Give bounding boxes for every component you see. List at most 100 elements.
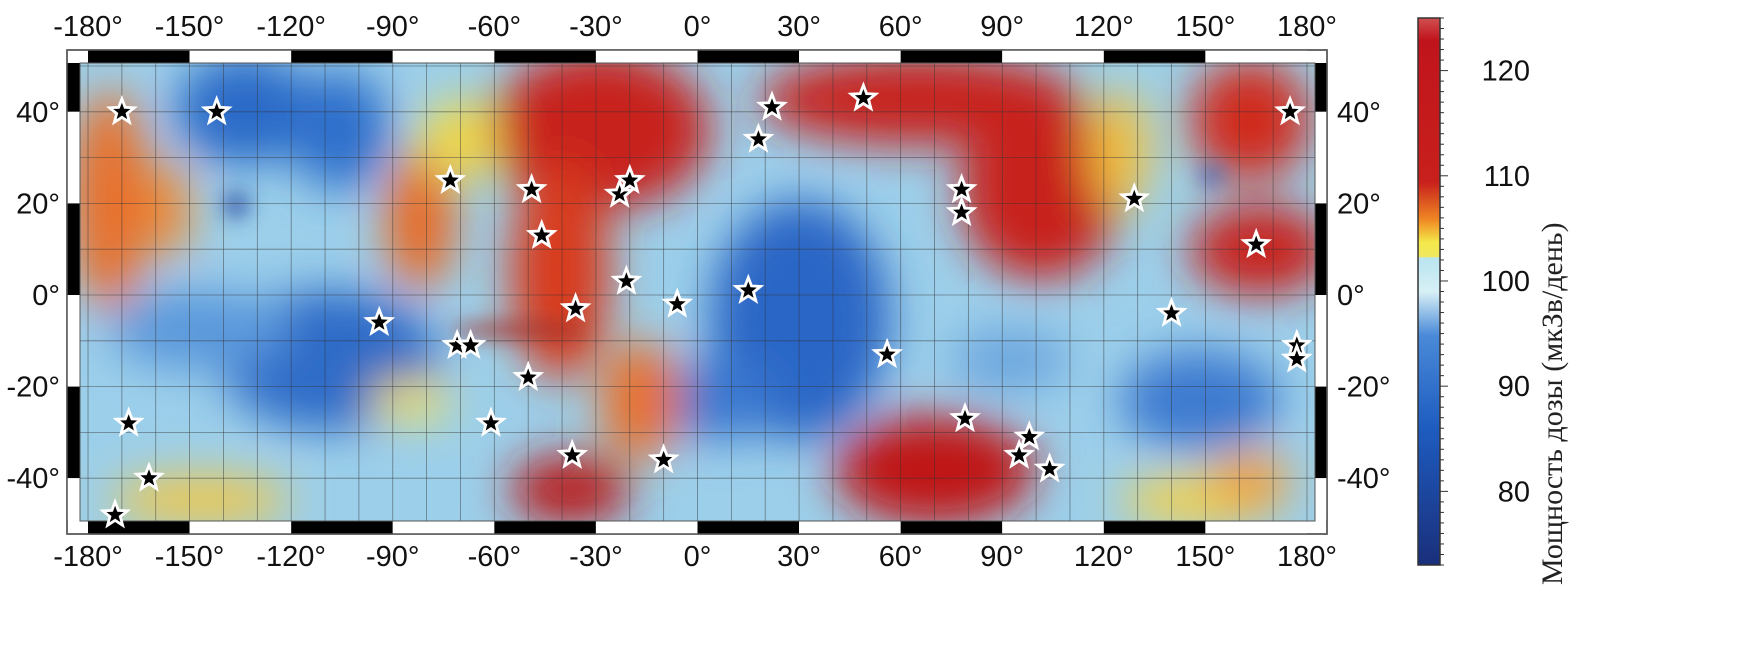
- frame-bar-right: [1315, 63, 1327, 112]
- lon-tick-label-bottom: 120°: [1074, 541, 1134, 573]
- star-icon: [133, 461, 165, 492]
- frame-bar-bottom: [900, 521, 1003, 534]
- lon-tick-label-bottom: -90°: [366, 541, 420, 573]
- frame-bar-top: [494, 50, 596, 63]
- axis-labels: -180° -180° -150° -150° -120° -120° -90° -90° -6…: [6, 11, 1390, 573]
- colorbar-label: Мощность дозы (мкЗв/день): [1536, 222, 1569, 585]
- frame-bar-top: [189, 50, 292, 63]
- lon-tick-label-bottom: 30°: [777, 541, 821, 573]
- frame-bar-bottom: [189, 521, 292, 534]
- star-icon: [742, 122, 775, 153]
- lon-tick-label-top: -60°: [468, 11, 522, 43]
- star-icon: [112, 406, 145, 437]
- lon-tick-label-bottom: 0°: [684, 541, 712, 573]
- frame-bar-bottom: [799, 521, 901, 534]
- dose-rate-surface: [80, 63, 1315, 521]
- lon-tick-label-bottom: -150°: [155, 541, 225, 573]
- lon-tick-label-top: 180°: [1277, 11, 1337, 43]
- star-icon: [1013, 420, 1046, 451]
- lon-tick-label-bottom: 90°: [980, 541, 1024, 573]
- frame-bar-left: [67, 203, 80, 295]
- colorbar-tick-label: 100: [1482, 266, 1530, 298]
- frame-bar-bottom: [88, 521, 190, 534]
- colorbar: [1417, 17, 1441, 566]
- star-icon: [1155, 296, 1188, 327]
- lon-tick-label-top: -90°: [366, 11, 420, 43]
- frame-bar-left: [67, 111, 80, 204]
- lat-tick-label-right: 0°: [1337, 280, 1365, 312]
- lat-tick-label-right: 40°: [1337, 97, 1381, 129]
- frame-bar-top: [1205, 50, 1307, 63]
- frame-bar-top: [291, 50, 393, 63]
- star-icon: [1118, 181, 1151, 213]
- lat-tick-label-right: 20°: [1337, 188, 1381, 220]
- frame-bar-top: [595, 50, 698, 63]
- frame-bar-bottom: [494, 521, 596, 534]
- star-icon: [454, 328, 487, 359]
- star-icon: [515, 172, 548, 204]
- lon-tick-label-bottom: -120°: [256, 541, 326, 573]
- star-icon: [512, 360, 545, 392]
- star-icon: [603, 177, 636, 208]
- colorbar-tick-label: 110: [1484, 161, 1530, 193]
- frame-bar-top: [88, 50, 190, 63]
- lon-tick-label-top: 30°: [777, 11, 821, 43]
- colorbar-tick-label: 120: [1482, 56, 1530, 88]
- frame-bar-left: [67, 478, 80, 520]
- frame-bar-top: [799, 50, 901, 63]
- star-icon: [647, 443, 680, 474]
- frame-bar-top: [392, 50, 495, 63]
- star-icon: [945, 195, 978, 227]
- colorbar-tick-label: 80: [1498, 476, 1530, 508]
- frame-bar-right: [1315, 203, 1327, 295]
- lon-tick-label-top: 0°: [684, 11, 712, 43]
- star-icon: [556, 438, 589, 469]
- star-icon: [363, 305, 396, 337]
- lon-tick-label-top: 150°: [1175, 11, 1235, 43]
- star-icon: [661, 287, 694, 318]
- lon-tick-label-bottom: -30°: [569, 541, 623, 573]
- lon-tick-label-top: -150°: [155, 11, 225, 43]
- lat-tick-label-left: 40°: [16, 97, 60, 129]
- frame-bar-right: [1315, 295, 1327, 387]
- frame-bar-bottom: [1103, 521, 1206, 534]
- lon-tick-label-top: 60°: [879, 11, 923, 43]
- colorbar-tick-label: 90: [1498, 371, 1530, 403]
- star-icon: [559, 291, 592, 323]
- frame-bar-left: [67, 295, 80, 387]
- star-icon: [105, 95, 138, 126]
- lon-tick-label-top: -30°: [569, 11, 623, 43]
- frame-bar-left: [67, 63, 80, 112]
- frame-bar-bottom: [1002, 521, 1104, 534]
- frame-bar-top: [900, 50, 1003, 63]
- star-icon: [1003, 438, 1036, 469]
- frame-bar-bottom: [291, 521, 393, 534]
- star-icon: [1274, 95, 1307, 126]
- frame-bar-top: [697, 50, 800, 63]
- frame-bar-bottom: [392, 521, 495, 534]
- lon-tick-label-bottom: 150°: [1175, 541, 1235, 573]
- star-icon: [945, 172, 978, 204]
- star-icon: [949, 401, 981, 433]
- lon-tick-label-bottom: -180°: [53, 541, 123, 573]
- star-icon: [1033, 452, 1066, 483]
- frame-tick-bars: [66, 49, 1328, 535]
- star-icon: [200, 95, 233, 126]
- lon-tick-label-bottom: 60°: [879, 541, 923, 573]
- frame-bar-left: [67, 386, 80, 479]
- star-icon: [847, 81, 880, 112]
- star-icon: [613, 163, 646, 195]
- star-icon: [525, 218, 558, 250]
- lon-tick-label-top: -120°: [256, 11, 326, 43]
- lat-tick-label-left: 0°: [32, 280, 60, 312]
- lat-tick-label-left: -40°: [6, 463, 60, 495]
- lat-tick-label-left: -20°: [6, 372, 60, 404]
- lat-tick-label-right: -20°: [1337, 372, 1391, 404]
- star-icon: [474, 406, 507, 437]
- lon-tick-label-top: 120°: [1074, 11, 1134, 43]
- colorbar-ticks: 80 90 100 110 120: [1440, 17, 1530, 566]
- star-icon: [1240, 227, 1273, 259]
- lat-lon-grid: [80, 63, 1315, 521]
- star-icon: [1280, 342, 1313, 373]
- frame-bar-right: [1315, 111, 1327, 204]
